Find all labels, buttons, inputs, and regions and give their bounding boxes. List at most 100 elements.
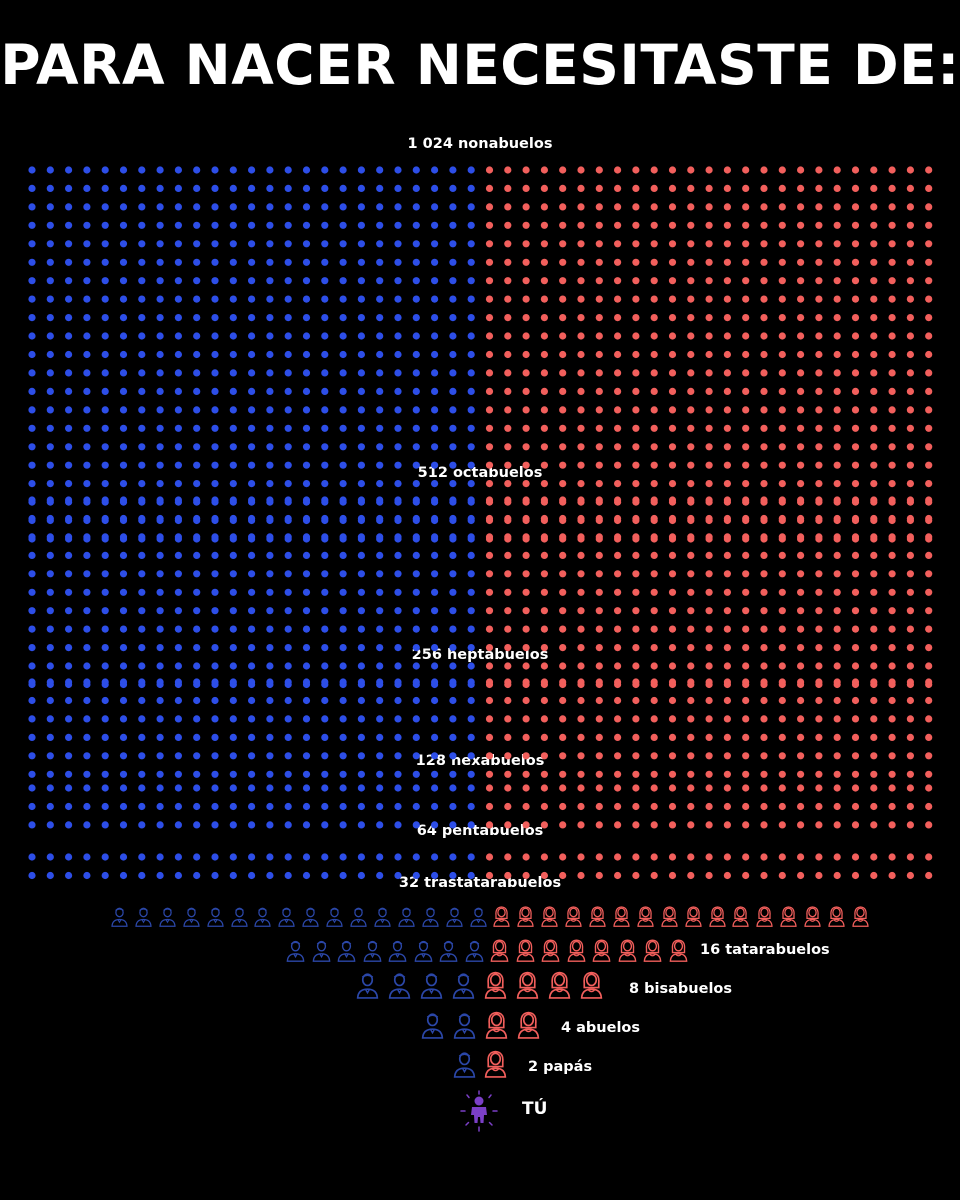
ancestor-dot [376,258,384,266]
ancestor-dot [906,461,915,469]
ancestor-dot [851,802,860,811]
ancestor-dot [870,607,878,615]
ancestor-dot [504,350,512,359]
ancestor-dot [778,277,786,285]
ancestor-dot [229,662,237,670]
woman-bust-icon [516,1010,541,1043]
ancestor-dot [778,480,786,488]
ancestor-dot [467,607,475,615]
ancestor-dot [540,607,549,615]
ancestor-dot [83,369,91,377]
ancestor-dot [101,696,109,705]
ancestor-dot [266,314,274,322]
ancestor-dot [339,184,347,192]
ancestor-dot [46,406,54,414]
ancestor-dot [888,784,896,792]
ancestor-dot [248,871,256,880]
ancestor-dot [540,424,549,432]
ancestor-dot [412,871,420,880]
ancestor-dot [376,678,384,686]
ancestor-dot [815,570,823,578]
ancestor-dot [925,332,933,340]
ancestor-dot [888,221,896,229]
ancestor-dot [248,821,256,829]
ancestor-dot [431,625,439,633]
ancestor-dot [778,678,786,686]
ancestor-dot [833,406,841,414]
ancestor-dot [925,588,933,596]
ancestor-dot [723,240,732,248]
ancestor-dot [284,332,292,340]
ancestor-dot [614,625,622,633]
ancestor-dot [302,443,311,451]
ancestor-dot [248,240,256,248]
ancestor-dot [833,696,841,705]
ancestor-dot [595,752,603,760]
ancestor-dot [357,752,365,760]
ancestor-dot [248,625,256,633]
ancestor-dot [229,514,237,523]
ancestor-dot [797,480,805,488]
ancestor-dot [504,715,512,723]
ancestor-dot [138,295,146,303]
ancestor-dot [485,733,494,742]
ancestor-dot [302,277,311,285]
ancestor-dot [668,752,677,760]
ancestor-dot [193,166,201,174]
ancestor-dot [412,715,420,723]
ancestor-dot [760,480,768,488]
ancestor-dot [485,496,494,504]
ancestor-dot [321,258,329,266]
ancestor-dot [687,166,695,174]
ancestor-dot [119,752,128,760]
ancestor-dot [83,350,91,359]
ancestor-dot [376,277,384,285]
ancestor-dot [28,496,36,504]
ancestor-dot [431,461,439,469]
woman-bust-icon [579,970,604,1003]
ancestor-dot [595,770,603,778]
ancestor-dot [101,295,109,303]
ancestor-dot [302,607,311,615]
ancestor-dot [595,570,603,578]
ancestor-dot [229,332,237,340]
ancestor-dot [815,784,823,792]
ancestor-dot [632,570,640,578]
ancestor-dot [614,533,622,541]
ancestor-dot [577,406,585,414]
ancestor-dot [431,662,439,670]
ancestor-dot [266,514,274,523]
ancestor-dot [540,350,549,359]
ancestor-dot [339,570,347,578]
ancestor-dot [833,424,841,432]
ancestor-dot [833,514,841,523]
ancestor-dot [467,715,475,723]
ancestor-dot [28,184,36,192]
ancestor-dot [284,184,292,192]
ancestor-dot [870,332,878,340]
ancestor-dot [193,496,201,504]
ancestor-dot [559,369,567,377]
ancestor-dot [83,314,91,322]
ancestor-dot [467,821,475,829]
ancestor-dot [925,258,933,266]
ancestor-dot [65,387,73,395]
ancestor-dot [211,258,219,266]
ancestor-dot [595,715,603,723]
ancestor-dot [266,696,274,705]
ancestor-dot [193,644,201,652]
ancestor-dot [302,424,311,432]
ancestor-dot [760,625,768,633]
ancestor-dot [906,314,915,322]
ancestor-dot [705,644,713,652]
ancestor-dot [138,514,146,523]
ancestor-dot [925,184,933,192]
ancestor-dot [778,715,786,723]
ancestor-dot [193,258,201,266]
ancestor-dot [339,644,347,652]
ancestor-dot [925,480,933,488]
ancestor-dot [229,625,237,633]
woman-bust-icon [566,938,587,966]
ancestor-dot [229,387,237,395]
ancestor-dot [906,387,915,395]
